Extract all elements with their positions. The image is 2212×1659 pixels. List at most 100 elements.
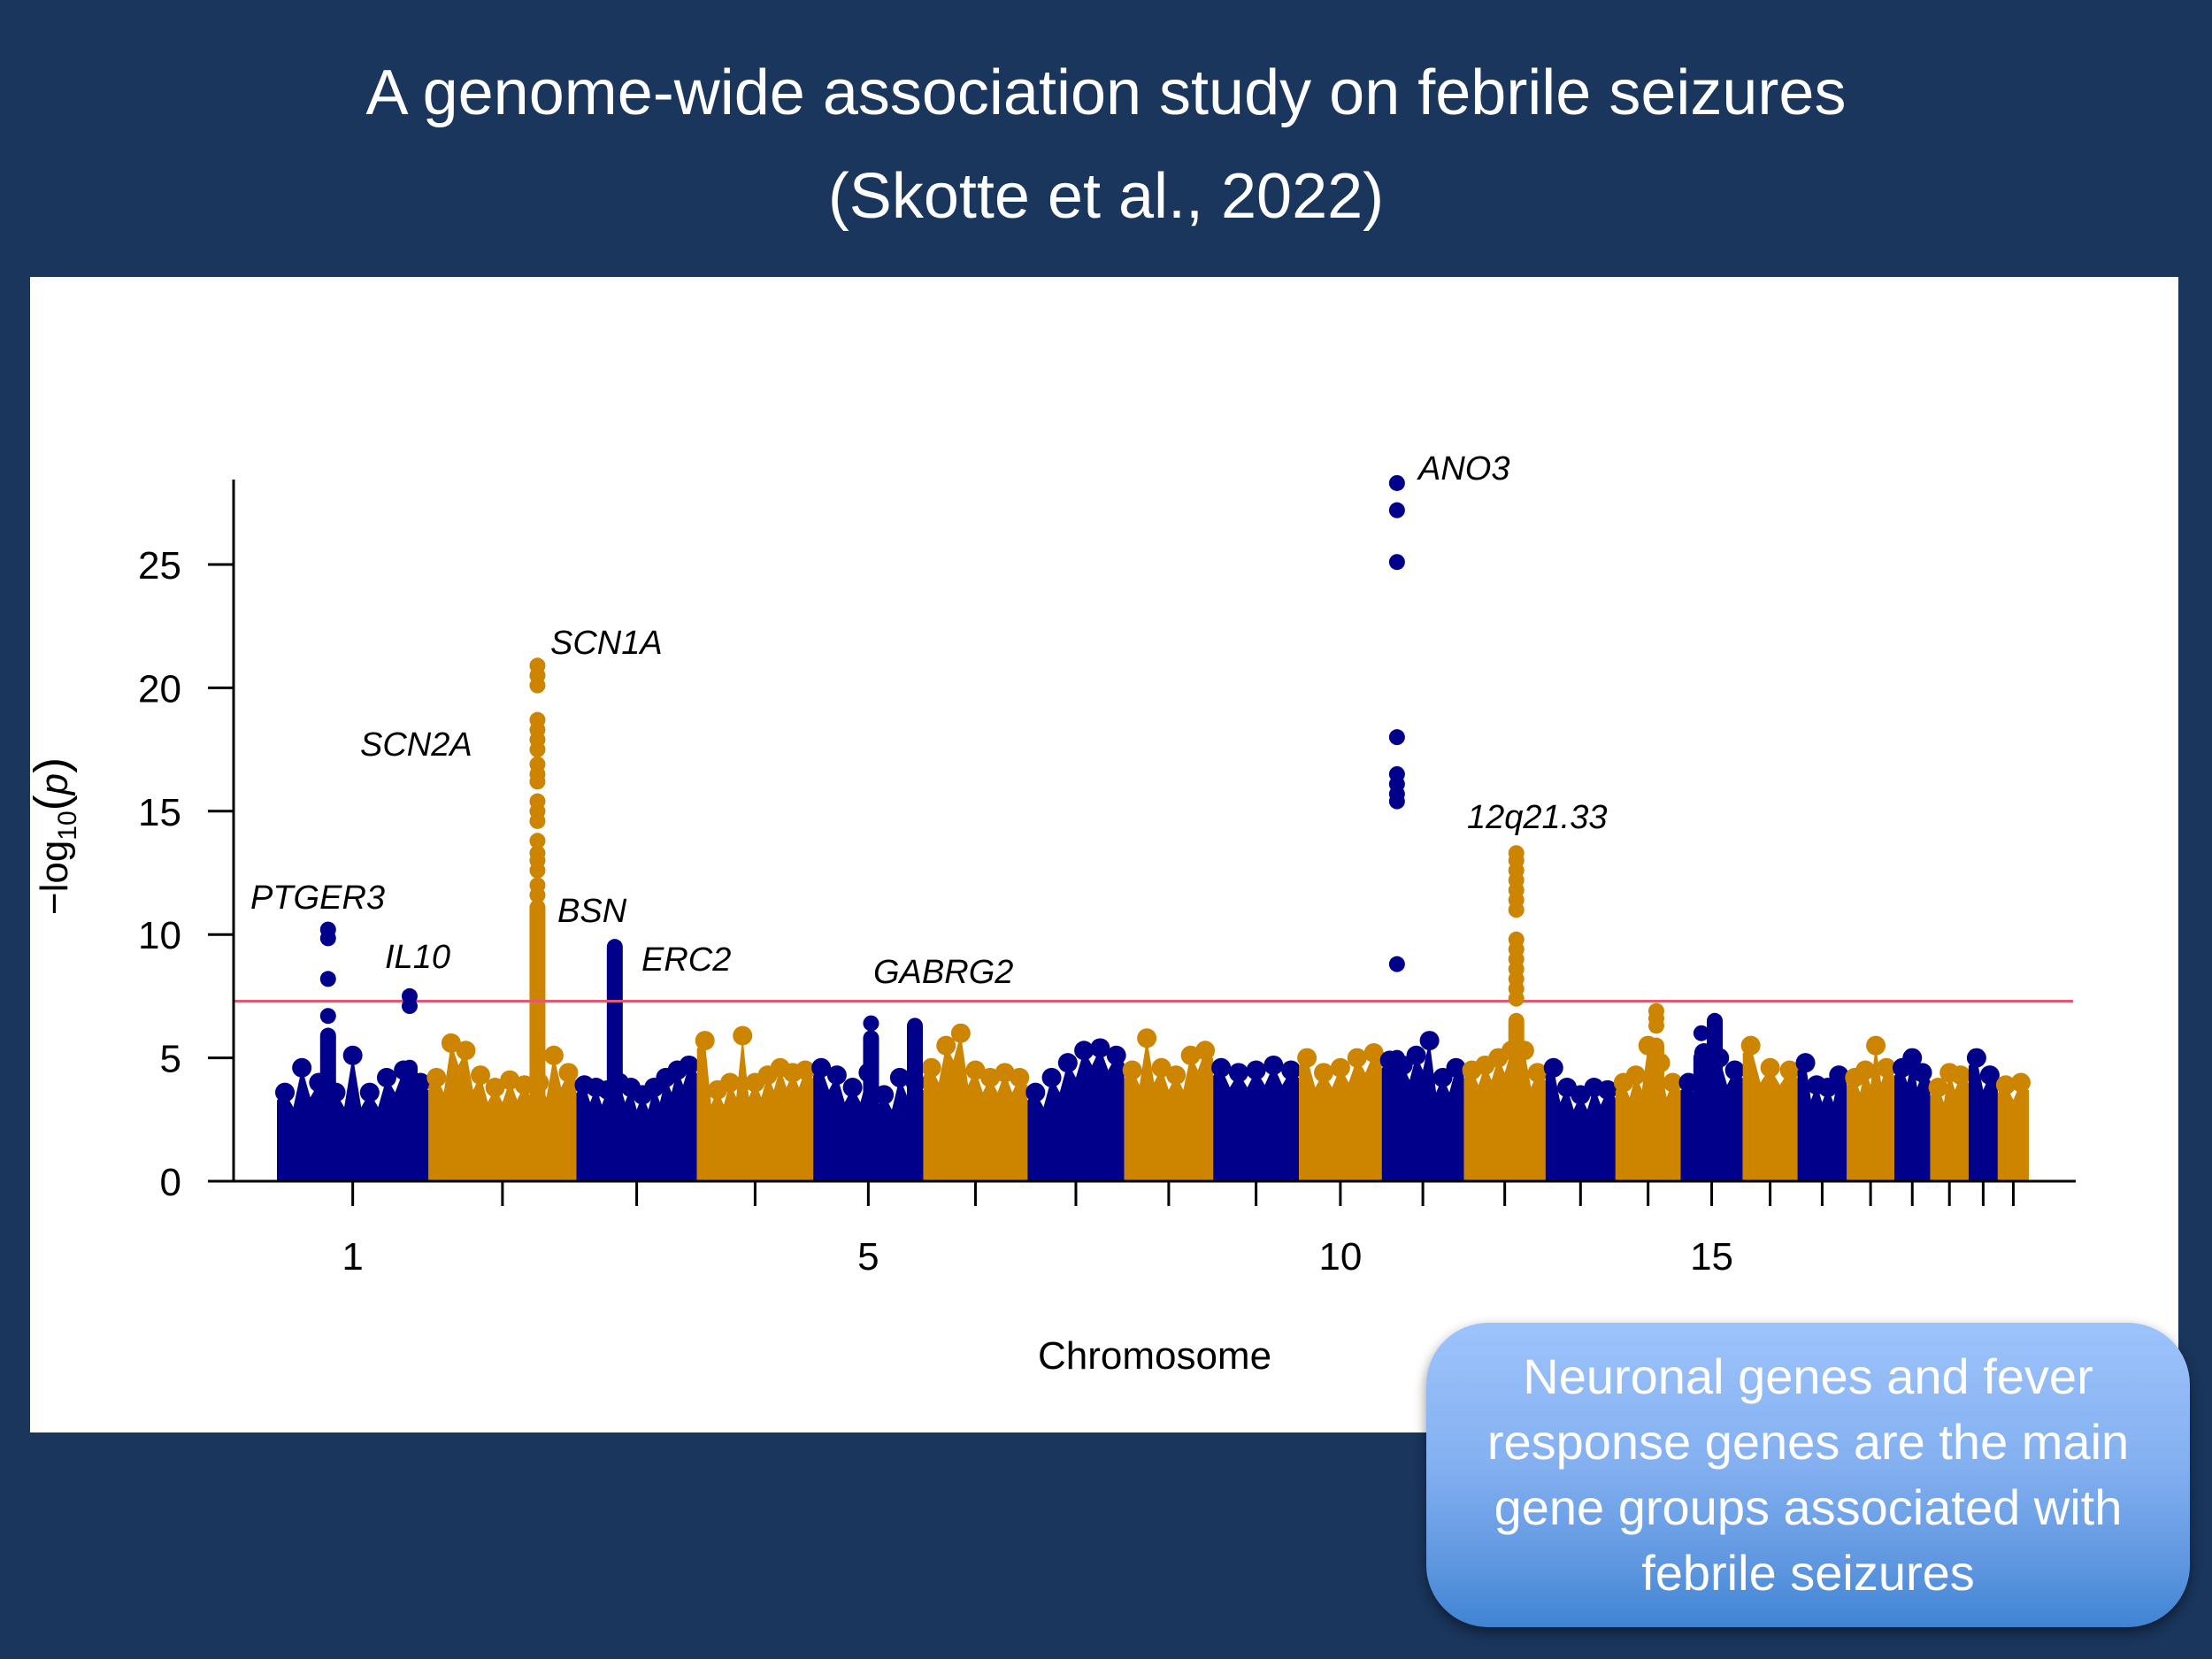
callout-line: febrile seizures: [1641, 1545, 1975, 1601]
snp-point: [1281, 1060, 1302, 1080]
chromosome-body-shape: [1299, 1053, 1382, 1181]
snp-point: [292, 1057, 312, 1078]
snp-point: [485, 1078, 505, 1098]
gene-label-ano3: ANO3: [1417, 450, 1509, 488]
snp-point-chr2: [529, 862, 546, 879]
snp-point: [965, 1060, 986, 1080]
snp-point-chr2: [529, 677, 546, 694]
slide-title-line-1: A genome-wide association study on febri…: [365, 58, 1847, 128]
chromosome-body-shape: [1742, 1045, 1798, 1181]
peak-column-chr15: [1707, 1012, 1724, 1181]
gene-label-gabrg2: GABRG2: [873, 954, 1013, 991]
y-axis-title-subscript: 10: [53, 810, 82, 840]
snp-point: [1137, 1028, 1157, 1048]
y-axis-title-prefix: −log: [33, 841, 76, 915]
snp-point: [695, 1031, 715, 1051]
callout-line: gene groups associated with: [1494, 1479, 2123, 1535]
snp-point: [2011, 1072, 2031, 1093]
peak-column-chr5: [863, 1030, 879, 1181]
snp-point: [426, 1067, 447, 1087]
snp-point: [1663, 1072, 1683, 1093]
snp-point: [376, 1067, 396, 1087]
chromosome-body-shape: [1463, 1050, 1546, 1181]
gene-label-12q21-33: 12q21.33: [1467, 799, 1608, 836]
chromosome-8-body: [1122, 1028, 1216, 1181]
snp-point: [733, 1025, 753, 1046]
chromosome-body-shape: [1124, 1038, 1214, 1181]
snp-point: [1432, 1067, 1453, 1087]
snp-point-chr12: [1508, 990, 1525, 1007]
x-tick-label: 1: [342, 1235, 363, 1279]
peak-column-chr14: [1647, 1037, 1664, 1181]
y-tick-label: 25: [138, 544, 181, 588]
snp-point: [342, 1045, 363, 1065]
chromosome-10-body: [1297, 1043, 1384, 1181]
snp-point: [1246, 1060, 1266, 1080]
chromosome-2-body: [426, 1033, 579, 1181]
chromosome-body-shape: [923, 1033, 1028, 1181]
snp-point: [1010, 1067, 1030, 1087]
snp-point: [1211, 1057, 1232, 1078]
chart-panel: [30, 277, 2178, 1432]
y-axis-title: −log10(p): [25, 757, 82, 915]
snp-point: [679, 1055, 699, 1075]
snp-point-chr15: [1693, 1025, 1709, 1041]
y-tick-label: 10: [138, 914, 181, 957]
chromosome-14-body: [1613, 1035, 1683, 1181]
x-axis-ticks: [351, 1181, 2015, 1206]
snp-point: [471, 1065, 491, 1086]
snp-point: [1041, 1067, 1062, 1087]
chromosome-9-body: [1211, 1055, 1302, 1181]
snp-point: [980, 1067, 1001, 1087]
snp-point: [874, 1085, 895, 1105]
snp-point: [1760, 1057, 1780, 1078]
chromosome-16-body: [1740, 1035, 1800, 1181]
y-axis-title-variable: p: [33, 773, 76, 796]
chromosome-body-shape: [1213, 1064, 1300, 1181]
snp-point: [1025, 1082, 1046, 1102]
gene-label-il10: IL10: [385, 939, 450, 976]
snp-point: [826, 1065, 847, 1086]
peak-columns: [319, 899, 1724, 1181]
gene-label-scn2a: SCN2A: [360, 726, 472, 764]
snp-point-chr1: [319, 971, 336, 987]
gene-label-ptger3: PTGER3: [250, 879, 385, 917]
snp-point: [514, 1075, 534, 1095]
gene-label-erc2: ERC2: [641, 941, 731, 979]
peak-column-chr1: [319, 1027, 336, 1181]
y-tick-label: 20: [138, 667, 181, 710]
gene-label-bsn: BSN: [557, 893, 627, 930]
snp-point: [456, 1041, 476, 1061]
snp-point-chr11: [1388, 554, 1405, 571]
y-tick-label: 0: [160, 1161, 181, 1204]
snp-point: [1866, 1035, 1886, 1056]
chromosome-22-body: [1995, 1072, 2031, 1181]
snp-point: [1446, 1057, 1466, 1078]
chromosome-19-body: [1892, 1048, 1932, 1181]
peak-column-chr1: [401, 1059, 418, 1181]
snp-point: [950, 1023, 971, 1043]
snp-point: [500, 1070, 520, 1090]
snp-point: [1855, 1060, 1876, 1080]
chromosome-13-body: [1543, 1057, 1617, 1181]
snp-point-chr11: [1388, 474, 1405, 491]
snp-point: [359, 1082, 380, 1102]
y-axis-title-close: ): [25, 757, 78, 773]
snp-point: [1406, 1045, 1426, 1065]
snp-point: [1876, 1057, 1896, 1078]
snp-point: [1297, 1048, 1317, 1068]
y-axis-ticks: [208, 563, 234, 1183]
summary-callout: Neuronal genes and fever response genes …: [1426, 1323, 2190, 1627]
chromosome-body-shape: [696, 1035, 814, 1181]
snp-point: [1966, 1048, 1986, 1068]
callout-line: Neuronal genes and fever: [1523, 1348, 2093, 1404]
y-tick-label: 5: [160, 1038, 181, 1081]
snp-point: [1106, 1045, 1126, 1065]
peak-column-chr12: [1508, 1012, 1525, 1181]
x-tick-label: 10: [1318, 1235, 1362, 1279]
x-tick-label: 5: [857, 1235, 879, 1279]
snp-point: [1779, 1060, 1800, 1080]
chromosome-6-body: [921, 1023, 1030, 1181]
snp-point: [1795, 1053, 1816, 1073]
peak-column-chr3: [606, 939, 623, 1181]
